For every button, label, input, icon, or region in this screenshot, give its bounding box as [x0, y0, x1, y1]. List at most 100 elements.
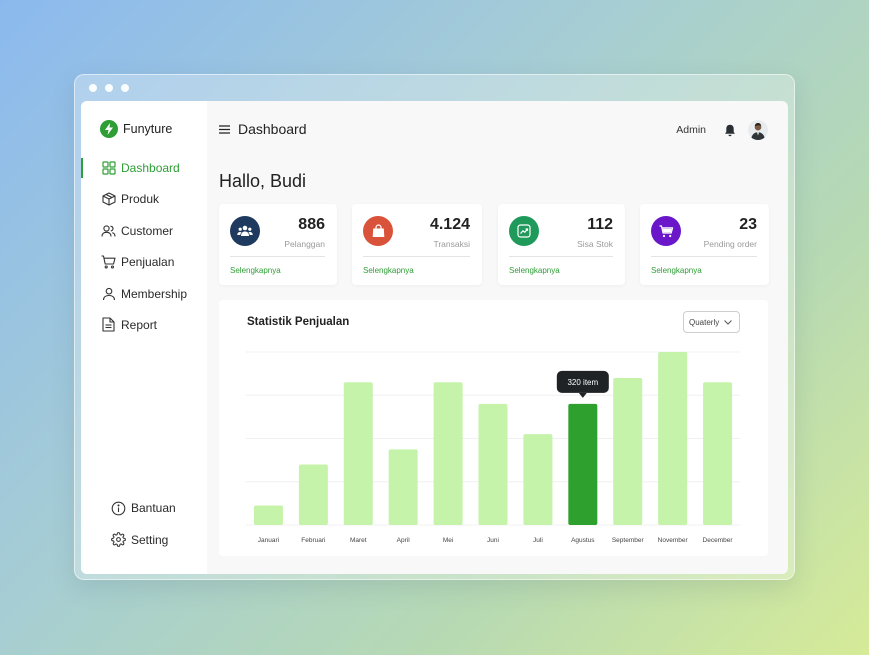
x-tick-label: December [703, 537, 734, 544]
period-select[interactable]: Quaterly [683, 311, 740, 333]
sidebar-item-report[interactable]: Report [81, 314, 207, 336]
bar-mei[interactable] [433, 382, 463, 525]
shopping-bag-icon [363, 216, 393, 246]
x-tick-label: November [658, 537, 689, 544]
window-controls [89, 84, 129, 92]
bar-agustus[interactable] [568, 403, 598, 525]
sidebar-item-customer[interactable]: Customer [81, 220, 207, 242]
info-icon [111, 501, 126, 516]
bell-icon[interactable] [724, 124, 736, 137]
sidebar: Funyture Dashboard [81, 101, 207, 574]
sidebar-item-setting[interactable]: Setting [111, 529, 176, 551]
stat-card-pelanggan: 886 Pelanggan Selengkapnya [219, 204, 337, 285]
sidebar-item-label: Report [121, 317, 158, 332]
cart-icon [651, 216, 681, 246]
stat-card-pending-order: 23 Pending order Selengkapnya [640, 204, 769, 285]
bar-januari[interactable] [253, 505, 283, 525]
card-divider [509, 256, 613, 257]
sidebar-item-label: Bantuan [131, 501, 176, 515]
bar-november[interactable] [658, 352, 688, 525]
sidebar-item-label: Membership [121, 286, 188, 301]
x-tick-label: Juni [487, 537, 499, 544]
brand[interactable]: Funyture [100, 120, 172, 138]
chevron-down-icon [724, 319, 732, 325]
bar-juli[interactable] [523, 434, 553, 525]
sidebar-item-membership[interactable]: Membership [81, 283, 207, 305]
x-tick-label: Februari [301, 537, 325, 544]
bar-maret[interactable] [343, 382, 373, 525]
gear-icon [111, 532, 126, 547]
stat-value: 886 [298, 216, 325, 233]
sidebar-item-dashboard[interactable]: Dashboard [81, 157, 207, 179]
stat-label: Transaksi [433, 239, 470, 249]
window-dot-maximize[interactable] [121, 84, 129, 92]
user-icon [101, 286, 116, 301]
brand-name: Funyture [123, 122, 173, 136]
stat-detail-link[interactable]: Selengkapnya [509, 266, 560, 275]
bar-juni[interactable] [478, 403, 508, 525]
topbar: Dashboard [219, 121, 307, 137]
sidebar-item-bantuan[interactable]: Bantuan [111, 497, 176, 519]
app-container: Funyture Dashboard [81, 101, 788, 574]
browser-window: Funyture Dashboard [74, 74, 795, 580]
stat-card-transaksi: 4.124 Transaksi Selengkapnya [352, 204, 482, 285]
x-tick-label: September [612, 537, 645, 544]
tooltip-box [556, 370, 609, 393]
box-icon [101, 192, 116, 207]
x-tick-label: Agustus [571, 537, 595, 544]
stat-label: Pelanggan [284, 239, 325, 249]
document-icon [101, 317, 116, 333]
topbar-user-area: Admin [676, 120, 768, 140]
bar-december[interactable] [703, 382, 733, 525]
bolt-logo-icon [100, 120, 118, 138]
card-divider [230, 256, 325, 257]
users-icon [101, 223, 116, 238]
trend-icon [509, 216, 539, 246]
stat-detail-link[interactable]: Selengkapnya [651, 266, 702, 275]
window-dot-minimize[interactable] [105, 84, 113, 92]
sidebar-item-label: Setting [131, 532, 169, 547]
avatar[interactable] [748, 120, 768, 140]
bar-april[interactable] [388, 449, 418, 525]
x-tick-label: April [397, 537, 411, 544]
sidebar-item-label: Dashboard [121, 161, 180, 175]
stat-detail-link[interactable]: Selengkapnya [230, 266, 281, 275]
stat-detail-link[interactable]: Selengkapnya [363, 266, 414, 275]
period-select-value: Quaterly [689, 317, 720, 327]
stat-value: 23 [739, 216, 757, 233]
main-content: Dashboard Admin Hallo, Budi [207, 101, 788, 574]
greeting-heading: Hallo, Budi [219, 171, 307, 191]
x-tick-label: Mei [443, 537, 453, 544]
sidebar-item-penjualan[interactable]: Penjualan [81, 251, 207, 273]
card-divider [363, 256, 470, 257]
sidebar-item-label: Produk [121, 192, 160, 207]
grid-icon [101, 161, 116, 176]
page-title: Dashboard [238, 121, 307, 137]
stat-card-sisa-stok: 112 Sisa Stok Selengkapnya [498, 204, 625, 285]
bar-chart: Januari Februari Maret April Mei Juni Juli Agus… [246, 351, 740, 544]
x-tick-label: Juli [533, 537, 543, 544]
card-divider [651, 256, 757, 257]
window-dot-close[interactable] [89, 84, 97, 92]
stat-value: 112 [587, 216, 613, 233]
x-tick-label: Maret [350, 537, 367, 544]
user-role-label: Admin [676, 124, 706, 136]
tooltip-arrow [578, 392, 587, 398]
sidebar-bottom-nav: Bantuan Setting [111, 497, 176, 560]
sidebar-item-label: Customer [121, 223, 174, 238]
users-icon [230, 216, 260, 246]
cart-icon [101, 255, 116, 270]
stat-value: 4.124 [429, 216, 470, 233]
sidebar-nav: Dashboard Produk [81, 157, 207, 345]
bar-september[interactable] [613, 377, 643, 525]
stat-label: Pending order [703, 239, 757, 249]
bar-februari[interactable] [298, 464, 328, 525]
chart-title: Statistik Penjualan [247, 316, 350, 328]
bar-tooltip: 320 item [556, 370, 609, 398]
hamburger-menu-icon[interactable] [219, 124, 230, 134]
stat-label: Sisa Stok [577, 239, 613, 249]
sales-chart-card: Statistik Penjualan Quaterly Januari Febr… [219, 300, 768, 556]
x-tick-label: Januari [258, 537, 279, 544]
sidebar-item-produk[interactable]: Produk [81, 188, 207, 210]
tooltip-text: 320 item [567, 378, 598, 387]
